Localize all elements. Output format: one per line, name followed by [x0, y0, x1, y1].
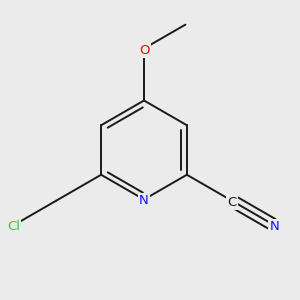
Text: C: C: [227, 196, 236, 209]
Text: N: N: [139, 194, 149, 208]
Text: N: N: [270, 220, 280, 233]
Text: Cl: Cl: [7, 220, 20, 233]
Text: O: O: [139, 44, 149, 56]
